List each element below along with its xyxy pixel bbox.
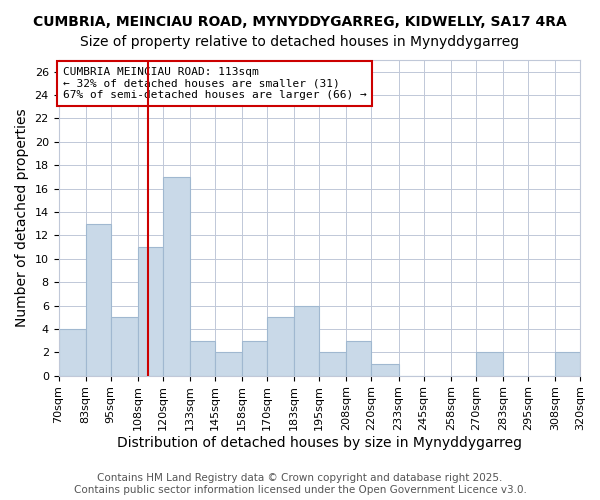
Bar bbox=[242, 340, 267, 376]
Text: CUMBRIA MEINCIAU ROAD: 113sqm
← 32% of detached houses are smaller (31)
67% of s: CUMBRIA MEINCIAU ROAD: 113sqm ← 32% of d… bbox=[62, 67, 367, 100]
Bar bbox=[476, 352, 503, 376]
Text: Size of property relative to detached houses in Mynyddygarreg: Size of property relative to detached ho… bbox=[80, 35, 520, 49]
Text: Contains HM Land Registry data © Crown copyright and database right 2025.
Contai: Contains HM Land Registry data © Crown c… bbox=[74, 474, 526, 495]
Bar bbox=[163, 177, 190, 376]
Bar bbox=[555, 352, 580, 376]
Bar bbox=[86, 224, 110, 376]
Bar bbox=[215, 352, 242, 376]
Bar bbox=[190, 340, 215, 376]
Bar bbox=[138, 247, 163, 376]
Bar bbox=[294, 306, 319, 376]
Bar bbox=[59, 329, 86, 376]
Bar bbox=[319, 352, 346, 376]
Y-axis label: Number of detached properties: Number of detached properties bbox=[15, 108, 29, 327]
Bar bbox=[371, 364, 398, 376]
Text: CUMBRIA, MEINCIAU ROAD, MYNYDDYGARREG, KIDWELLY, SA17 4RA: CUMBRIA, MEINCIAU ROAD, MYNYDDYGARREG, K… bbox=[33, 15, 567, 29]
Bar bbox=[346, 340, 371, 376]
Bar bbox=[110, 318, 138, 376]
X-axis label: Distribution of detached houses by size in Mynyddygarreg: Distribution of detached houses by size … bbox=[117, 436, 522, 450]
Bar bbox=[267, 318, 294, 376]
